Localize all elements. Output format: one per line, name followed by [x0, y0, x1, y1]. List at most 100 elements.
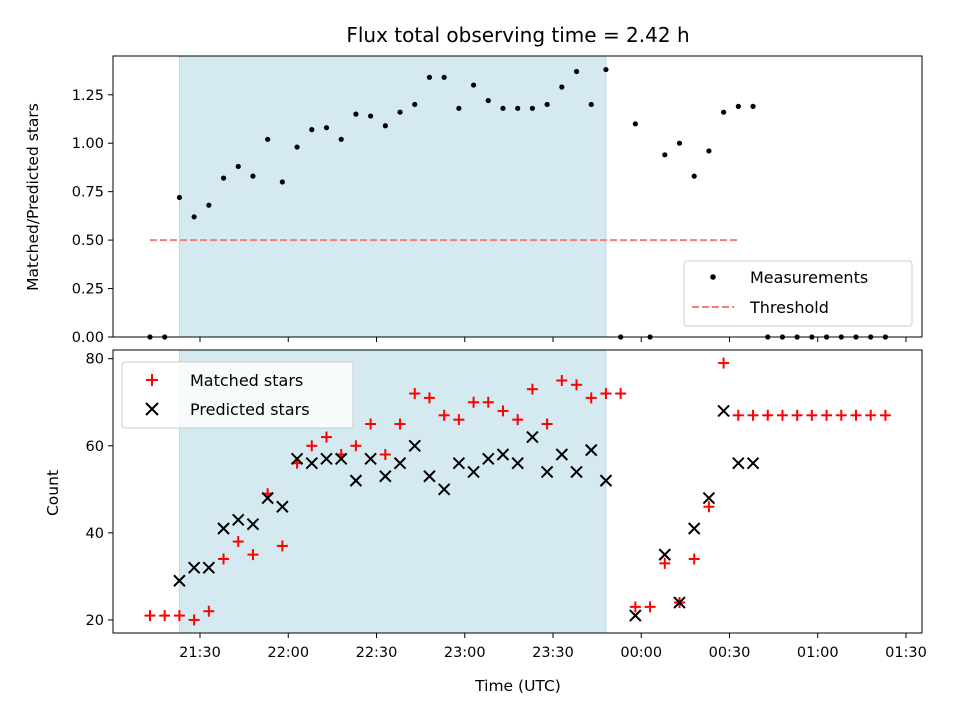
measurement-point	[265, 136, 271, 142]
predicted-star-point	[202, 561, 216, 574]
measurement-point	[721, 109, 727, 115]
measurement-point	[191, 214, 197, 220]
matched-star-point	[718, 357, 730, 369]
matched-star-point	[144, 610, 156, 622]
matched-star-point	[850, 409, 862, 421]
matched-star-point	[732, 409, 744, 421]
matched-star-point	[453, 414, 465, 426]
measurement-point	[603, 66, 609, 73]
predicted-star-point	[232, 513, 245, 527]
bottom-y-tick-label: 20	[86, 613, 104, 629]
bottom-y-ticks: 20 40 60 80	[86, 352, 113, 629]
top-chart-title: Flux total observing time = 2.42 h	[346, 23, 689, 47]
matched-star-point	[438, 409, 450, 421]
top-y-ticks: 0.00 0.25 0.50 0.75 1.00 1.25	[72, 88, 113, 346]
predicted-star-point	[526, 430, 539, 444]
measurement-point	[544, 101, 550, 108]
matched-star-point	[379, 448, 391, 460]
predicted-star-point	[599, 474, 613, 487]
top-y-tick-label: 1.00	[72, 136, 104, 152]
matched-star-point	[762, 409, 774, 421]
matched-star-point	[703, 501, 715, 513]
measurement-point	[412, 101, 418, 108]
legend-matched-label: Matched stars	[190, 371, 303, 390]
measurement-point	[397, 109, 403, 115]
matched-star-point	[512, 414, 524, 426]
matched-star-point	[203, 605, 215, 617]
matched-star-point	[600, 388, 612, 400]
predicted-star-point	[511, 456, 524, 470]
predicted-star-point	[393, 456, 407, 470]
legend-measurements-marker	[710, 274, 716, 280]
measurement-point	[323, 125, 330, 131]
matched-star-point	[791, 409, 803, 421]
matched-star-point	[306, 440, 318, 452]
predicted-star-point	[217, 522, 230, 535]
legend-threshold-label: Threshold	[749, 298, 829, 317]
measurement-point	[500, 105, 506, 111]
bottom-y-tick-label: 60	[86, 439, 104, 455]
predicted-star-point	[334, 452, 348, 466]
matched-star-point	[879, 409, 891, 421]
top-legend: Measurements Threshold	[683, 260, 913, 327]
matched-star-point	[526, 383, 538, 395]
predicted-stars-points	[173, 404, 760, 622]
predicted-star-point	[261, 491, 274, 505]
predicted-star-point	[673, 596, 686, 609]
predicted-star-point	[570, 465, 583, 479]
measurement-point	[309, 127, 315, 133]
predicted-star-point	[746, 456, 760, 470]
x-tick-label: 01:30	[885, 645, 927, 661]
x-tick-label: 01:00	[797, 645, 839, 661]
bottom-legend: Matched stars Predicted stars	[121, 361, 354, 429]
top-y-tick-label: 1.25	[72, 88, 104, 104]
bottom-y-tick-label: 80	[86, 352, 104, 368]
matched-star-point	[497, 405, 509, 417]
top-y-axis-label: Matched/Predicted stars	[24, 103, 42, 291]
matched-star-point	[218, 553, 230, 565]
measurement-point	[632, 121, 638, 127]
top-observing-window	[178, 55, 607, 338]
measurement-point	[470, 82, 477, 88]
bottom-y-axis-label: Count	[44, 470, 62, 516]
x-tick-label: 23:30	[532, 645, 574, 661]
measurement-point	[485, 97, 491, 104]
predicted-star-point	[629, 609, 642, 622]
top-y-tick-label: 0.75	[72, 185, 104, 201]
matched-star-point	[541, 418, 553, 430]
matched-star-point	[409, 388, 421, 400]
predicted-star-point	[320, 452, 333, 466]
predicted-star-point	[276, 500, 289, 513]
matched-star-point	[688, 553, 700, 565]
matched-star-point	[159, 610, 171, 622]
predicted-star-point	[732, 456, 745, 470]
predicted-star-point	[187, 561, 201, 574]
measurement-point	[573, 68, 580, 75]
measurement-point	[368, 113, 374, 119]
measurement-point	[662, 152, 668, 158]
matched-star-point	[173, 610, 185, 622]
top-panel: 0.00 0.25 0.50 0.75 1.00 1.25 Matched/Predict…	[24, 55, 923, 346]
bottom-x-ticks: 21:30 22:00 22:30 23:00 23:30 00:00 00:30 01:00…	[179, 633, 927, 661]
measurement-point	[338, 136, 344, 142]
matched-star-point	[188, 614, 200, 626]
bottom-panel: 20 40 60 80 21:30 22:00 22:30 23:00 23:30 00:00 0…	[44, 349, 927, 695]
predicted-star-point	[702, 491, 716, 505]
measurement-point	[441, 74, 447, 80]
measurement-point	[235, 163, 241, 170]
matched-star-point	[806, 409, 818, 421]
matched-star-point	[556, 374, 568, 386]
measurement-point	[279, 179, 285, 185]
measurement-point	[559, 84, 565, 90]
matched-star-point	[865, 409, 877, 421]
measurement-point	[220, 175, 227, 181]
matched-star-point	[644, 601, 656, 613]
predicted-star-point	[496, 448, 510, 461]
matched-star-point	[571, 379, 583, 391]
measurement-point	[206, 202, 212, 208]
matched-star-point	[232, 536, 244, 548]
top-y-tick-label: 0.50	[72, 233, 104, 249]
measurement-point	[750, 103, 756, 109]
matched-star-point	[365, 418, 377, 430]
